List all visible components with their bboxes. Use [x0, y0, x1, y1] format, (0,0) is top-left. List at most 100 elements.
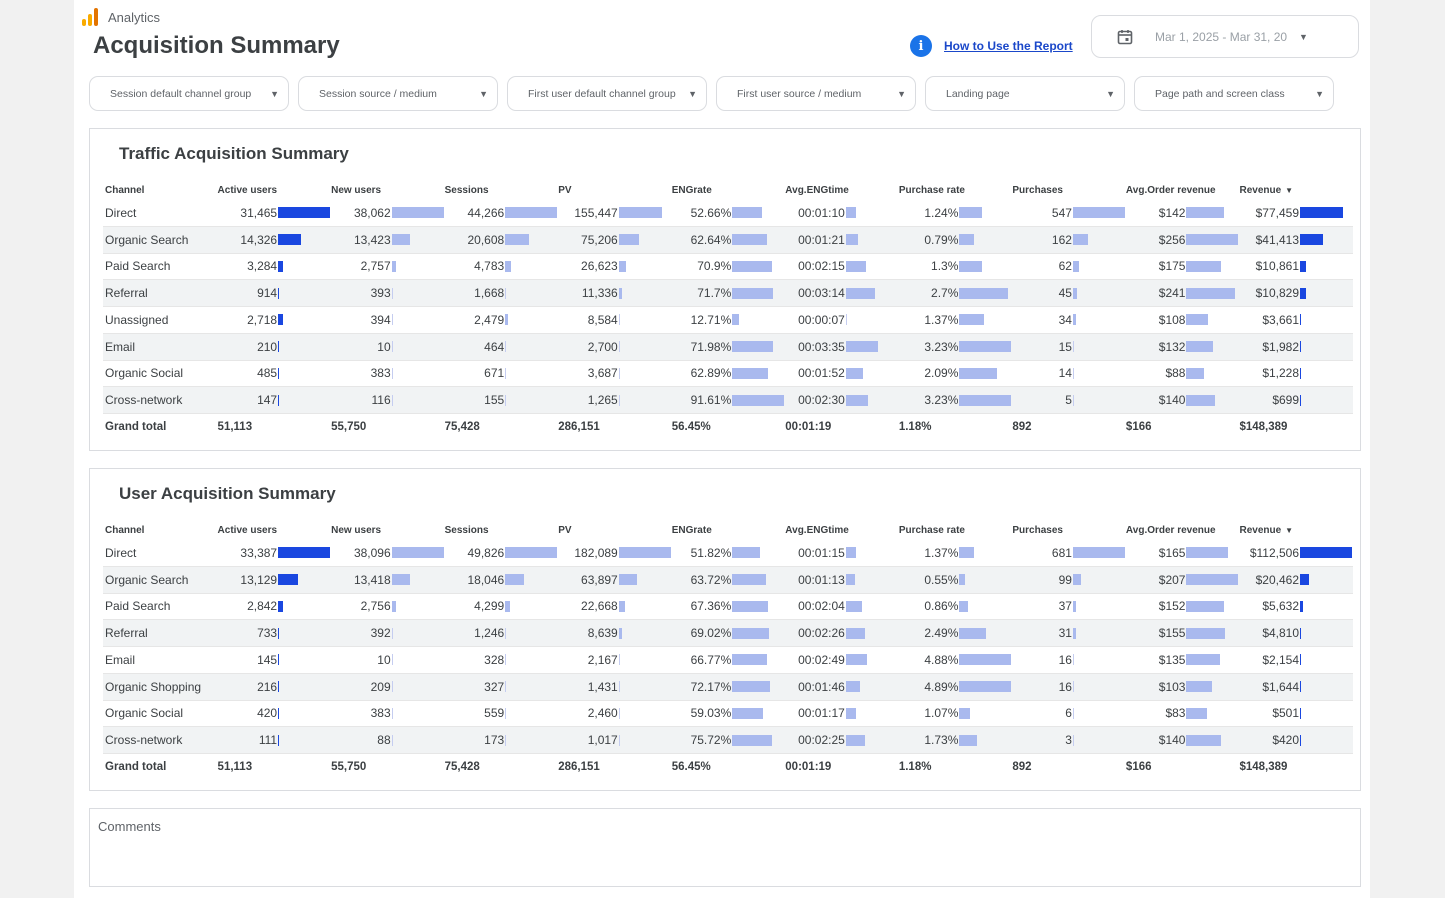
column-header[interactable]: New users — [331, 525, 445, 536]
column-header[interactable]: Purchase rate — [899, 525, 1013, 536]
metric-value: 88 — [377, 733, 391, 748]
table-row[interactable]: Organic Shopping 216 209 327 1,431 72.17% 00:0… — [103, 673, 1353, 701]
metric-value: 11,336 — [581, 286, 618, 301]
chevron-down-icon: ▼ — [1106, 88, 1115, 99]
metric-value-bar: 20,608 — [445, 233, 559, 247]
column-header[interactable]: Sessions — [445, 185, 559, 196]
column-header[interactable]: Revenue ▼ — [1239, 525, 1353, 536]
column-header[interactable]: Avg.Order revenue — [1126, 525, 1240, 536]
column-header[interactable]: New users — [331, 185, 445, 196]
filter-dropdown[interactable]: Page path and screen class ▼ — [1134, 76, 1334, 111]
column-header[interactable]: Channel — [103, 185, 218, 196]
metric-value-bar: 10 — [331, 653, 445, 667]
bar-track — [1186, 367, 1239, 379]
column-header-label: Purchase rate — [898, 184, 965, 196]
table-row[interactable]: Unassigned 2,718 394 2,479 8,584 12.71% 00:00:… — [103, 307, 1353, 334]
metric-bar — [391, 287, 393, 299]
table-row[interactable]: Paid Search 2,842 2,756 4,299 22,668 67.36% 00… — [103, 594, 1353, 621]
bar-track — [732, 574, 785, 586]
table-row[interactable]: Referral 914 393 1,668 11,336 71.7% 00:03:14 2.… — [103, 280, 1353, 307]
metric-cell: $420 — [1239, 733, 1353, 747]
filter-dropdown[interactable]: First user source / medium ▼ — [716, 76, 916, 111]
metric-value-bar: 2,757 — [331, 259, 445, 273]
column-header[interactable]: Avg.ENGtime — [785, 185, 899, 196]
column-header[interactable]: ENGrate — [672, 525, 786, 536]
table-row[interactable]: Organic Social 420 383 559 2,460 59.03% 00:01:… — [103, 701, 1353, 728]
column-header-label: Avg.Order revenue — [1125, 524, 1216, 536]
metric-cell: 8,584 — [558, 313, 672, 327]
bar-track — [1300, 367, 1353, 379]
metric-bar — [391, 547, 444, 559]
metric-bar — [278, 574, 299, 586]
channel-name: Referral — [105, 286, 148, 301]
column-header[interactable]: Active users — [218, 525, 332, 536]
channel-name: Cross-network — [105, 393, 183, 408]
table-row[interactable]: Email 210 10 464 2,700 71.98% 00:03:35 3.23% 15 $… — [103, 333, 1353, 361]
grand-total-value: 75,428 — [444, 421, 480, 433]
column-header[interactable]: Purchases — [1012, 185, 1126, 196]
column-header[interactable]: Purchase rate — [899, 185, 1013, 196]
metric-value: $5,632 — [1262, 599, 1300, 614]
column-header[interactable]: Purchases — [1012, 525, 1126, 536]
metric-value-bar: 8,584 — [558, 313, 672, 327]
table-row[interactable]: Paid Search 3,284 2,757 4,783 26,623 70.9% 00:… — [103, 254, 1353, 281]
filter-dropdown[interactable]: Landing page ▼ — [925, 76, 1125, 111]
chevron-down-icon: ▼ — [479, 88, 488, 99]
column-header[interactable]: ENGrate — [672, 185, 786, 196]
metric-bar — [618, 394, 620, 406]
channel-name: Organic Social — [105, 366, 184, 381]
info-icon[interactable]: i — [910, 35, 932, 57]
metric-bar — [959, 394, 1012, 406]
metric-value: 0.55% — [924, 572, 959, 587]
table-row[interactable]: Email 145 10 328 2,167 66.77% 00:02:49 4.88% 16 $… — [103, 647, 1353, 674]
metric-value: $132 — [1158, 339, 1186, 354]
column-header[interactable]: Sessions — [445, 525, 559, 536]
metric-bar — [1300, 260, 1307, 272]
metric-value: 34 — [1058, 312, 1072, 327]
metric-value-bar: 33,387 — [218, 546, 332, 560]
table-row[interactable]: Organic Social 485 383 671 3,687 62.89% 00:01:… — [103, 361, 1353, 388]
bar-track — [845, 734, 899, 746]
bar-track — [505, 367, 558, 379]
metric-cell: 485 — [218, 366, 332, 380]
metric-cell: 15 — [1012, 340, 1126, 354]
bar-track — [1186, 681, 1239, 693]
how-to-use-link[interactable]: How to Use the Report — [944, 39, 1073, 53]
metric-value-bar: $10,829 — [1239, 286, 1353, 300]
table-row[interactable]: Cross-network 147 116 155 1,265 91.61% 00:02:3… — [103, 387, 1353, 414]
table-row[interactable]: Cross-network 111 88 173 1,017 75.72% 00:02:25… — [103, 727, 1353, 754]
column-header[interactable]: Avg.Order revenue — [1126, 185, 1240, 196]
column-header[interactable]: Active users — [218, 185, 332, 196]
column-header[interactable]: Revenue ▼ — [1239, 185, 1353, 196]
filter-dropdown[interactable]: First user default channel group ▼ — [507, 76, 707, 111]
column-header-label: Purchase rate — [898, 524, 965, 536]
metric-bar — [959, 234, 975, 246]
column-header[interactable]: PV — [558, 185, 672, 196]
comments-box[interactable]: Comments — [89, 808, 1361, 887]
metric-value-bar: 00:02:26 — [785, 626, 899, 640]
metric-bar — [618, 574, 637, 586]
column-header[interactable]: PV — [558, 525, 672, 536]
bar-track — [1300, 734, 1353, 746]
metric-bar — [959, 207, 983, 219]
table-row[interactable]: Direct 31,465 38,062 44,266 155,447 52.66% 00:… — [103, 200, 1353, 227]
metric-value-bar: 216 — [218, 680, 332, 694]
metric-value-bar: 155 — [445, 393, 559, 407]
column-header[interactable]: Channel — [103, 525, 218, 536]
filter-dropdown[interactable]: Session default channel group ▼ — [89, 76, 289, 111]
metric-value: 1,668 — [474, 286, 505, 301]
brand-name: Analytics — [108, 9, 161, 25]
table-row[interactable]: Direct 33,387 38,096 49,826 182,089 51.82% 00:… — [103, 540, 1353, 567]
table-row[interactable]: Organic Search 13,129 13,418 18,046 63,897 63… — [103, 566, 1353, 594]
table-row[interactable]: Referral 733 392 1,246 8,639 69.02% 00:02:26 2.… — [103, 620, 1353, 647]
filter-dropdown[interactable]: Session source / medium ▼ — [298, 76, 498, 111]
metric-bar — [732, 681, 771, 693]
grand-total-value: 00:01:19 — [785, 421, 832, 433]
bar-track — [505, 681, 558, 693]
metric-value-bar: 4,299 — [445, 599, 559, 613]
table-row[interactable]: Organic Search 14,326 13,423 20,608 75,206 62… — [103, 226, 1353, 254]
bar-track — [1072, 627, 1126, 639]
column-header[interactable]: Avg.ENGtime — [785, 525, 899, 536]
date-range-picker[interactable]: Mar 1, 2025 - Mar 31, 2025 ▼ — [1091, 15, 1359, 58]
bar-track — [732, 287, 785, 299]
